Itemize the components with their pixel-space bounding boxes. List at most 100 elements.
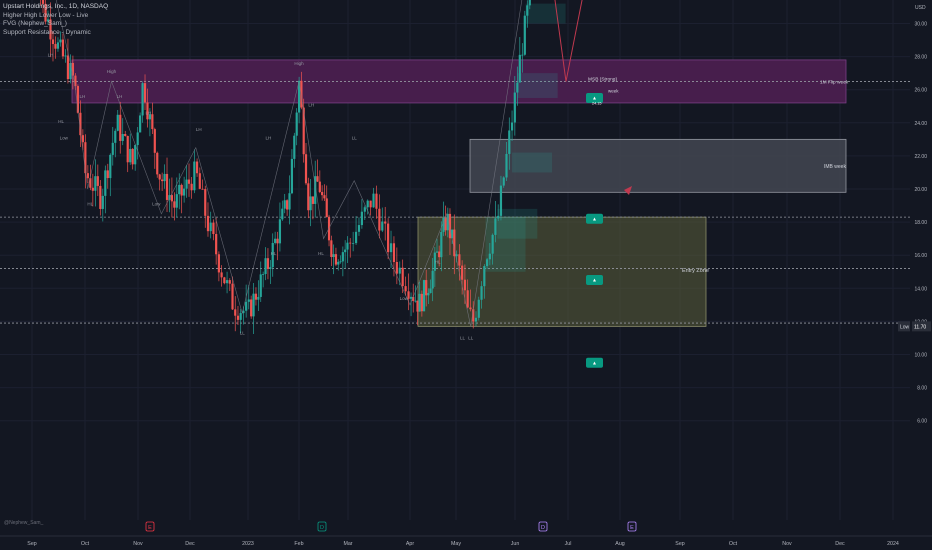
- buy-signal-box: [586, 213, 603, 224]
- time-tick-label: May: [451, 541, 461, 547]
- candle-body: [175, 194, 178, 208]
- price-tick-label: 20.00: [914, 187, 927, 193]
- candle-body: [369, 200, 372, 208]
- candle-body: [215, 234, 218, 255]
- candle-body: [472, 309, 475, 322]
- entry-zone: [417, 216, 707, 327]
- candle-body: [341, 252, 344, 262]
- price-tick-label: 24.00: [914, 121, 927, 127]
- candle-body: [104, 170, 107, 196]
- candle-body: [71, 62, 75, 76]
- candle-body: [307, 183, 310, 211]
- candle-body: [119, 114, 122, 141]
- symbol-title[interactable]: Upstart Holdings, Inc., 1D, NASDAQ: [3, 3, 109, 10]
- candle-body: [332, 254, 335, 258]
- candle-body: [209, 222, 212, 232]
- candle-body: [412, 296, 415, 301]
- swing-label: LH: [266, 135, 272, 140]
- swing-label: HL: [435, 259, 441, 264]
- candle-body: [483, 266, 486, 287]
- swing-label: LH: [196, 127, 202, 132]
- candle-body: [440, 231, 443, 258]
- candles: [40, 0, 531, 334]
- candle-body: [375, 193, 378, 209]
- candle-body: [124, 134, 127, 136]
- candle-body: [395, 261, 398, 274]
- candle-body: [366, 200, 369, 208]
- candle-body: [505, 153, 508, 178]
- candle-body: [477, 299, 480, 318]
- candle-body: [463, 279, 467, 291]
- candle-body: [180, 184, 183, 196]
- buy-signal: ▲: [586, 213, 603, 224]
- time-tick-label: Oct: [729, 541, 738, 547]
- candle-body: [158, 174, 161, 180]
- price-tick-label: 8.00: [917, 386, 927, 392]
- candle-body: [461, 265, 464, 280]
- swing-label: Low: [152, 202, 161, 207]
- low-price-tag: [912, 321, 931, 332]
- candle-body: [499, 185, 503, 216]
- buy-signal-icon: ▲: [592, 216, 597, 222]
- candle-body: [187, 179, 191, 184]
- candle-body: [242, 310, 245, 314]
- candle-body: [44, 3, 47, 22]
- candle-body: [111, 142, 114, 155]
- candle-body: [384, 221, 387, 224]
- buy-signal-icon: ▲: [592, 360, 597, 366]
- low-label-text: Low: [900, 324, 910, 330]
- indicator-label[interactable]: Support Resistance - Dynamic: [3, 28, 91, 36]
- swing-label: LH: [117, 94, 123, 99]
- candle-body: [161, 179, 164, 182]
- candle-body: [156, 152, 159, 175]
- candle-body: [398, 267, 401, 274]
- candle-body: [446, 213, 449, 231]
- candle-body: [86, 173, 89, 179]
- candle-body: [502, 177, 505, 186]
- candle-body: [346, 242, 349, 250]
- indicator-label[interactable]: FVG (Nephew_Sam_): [3, 20, 67, 27]
- candle-body: [165, 173, 169, 200]
- event-marker-box: [317, 521, 327, 532]
- candle-body: [508, 130, 511, 154]
- time-tick-label: Jun: [511, 541, 520, 547]
- candle-body: [286, 200, 289, 210]
- zone-label: 1M Flip week: [820, 79, 849, 85]
- candle-body: [318, 181, 321, 192]
- candle-body: [81, 135, 84, 143]
- swing-label: LL: [468, 336, 474, 341]
- buy-signal-icon: ▲: [592, 278, 597, 284]
- candle-body: [448, 213, 452, 239]
- time-tick-label: Apr: [406, 541, 414, 547]
- swing-label: HL: [87, 202, 93, 207]
- candle-body: [469, 307, 472, 310]
- candle-body: [64, 55, 67, 57]
- indicator-label[interactable]: Higher High Lower Low - Live: [3, 11, 89, 19]
- candle-body: [363, 207, 366, 212]
- event-marker: D: [317, 521, 327, 532]
- candle-body: [49, 19, 52, 40]
- candle-body: [497, 215, 500, 219]
- candle-body: [59, 39, 62, 43]
- candle-body: [427, 292, 430, 296]
- candle-body: [404, 286, 407, 292]
- candle-body: [378, 208, 381, 231]
- candle-body: [212, 222, 215, 235]
- candle-body: [264, 258, 267, 274]
- time-tick-label: 2023: [242, 541, 254, 547]
- time-tick-label: Dec: [185, 541, 195, 547]
- candle-body: [183, 188, 186, 196]
- candle-body: [433, 252, 436, 271]
- candle-body: [290, 158, 294, 194]
- candle-body: [518, 54, 521, 83]
- candle-body: [131, 148, 134, 165]
- time-tick-label: Nov: [782, 541, 792, 547]
- candle-body: [325, 198, 328, 218]
- candle-body: [528, 0, 531, 6]
- candle-body: [56, 42, 60, 49]
- candle-body: [220, 272, 223, 278]
- candle-body: [425, 280, 428, 296]
- candle-body: [513, 92, 516, 123]
- candle-body: [61, 39, 65, 57]
